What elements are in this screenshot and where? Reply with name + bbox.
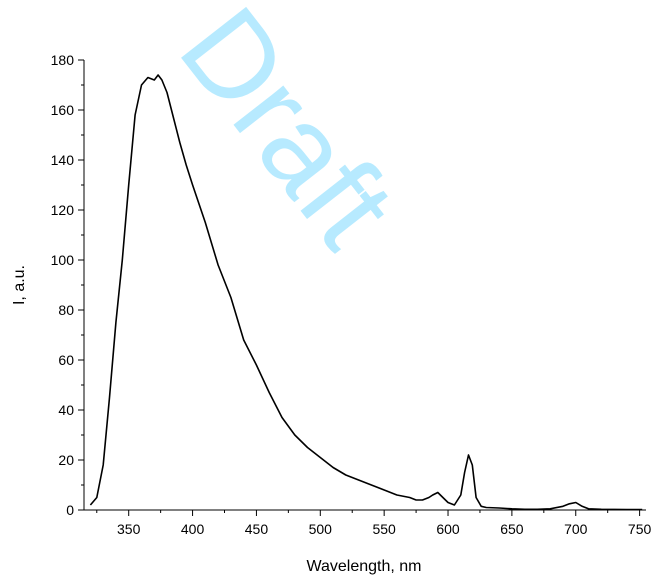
y-tick-label: 140	[51, 152, 75, 168]
y-tick-label: 80	[58, 302, 74, 318]
x-tick-label: 450	[245, 521, 269, 537]
x-tick-label: 500	[309, 521, 333, 537]
x-axis-ticks: 350 400 450 500 550 600 650 700 750	[96, 510, 652, 537]
y-tick-label: 160	[51, 102, 75, 118]
y-axis-ticks: 0 20 40 60 80 100 120 140 160 180	[51, 52, 84, 518]
y-tick-label: 60	[58, 352, 74, 368]
x-tick-label: 700	[564, 521, 588, 537]
y-tick-label: 120	[51, 202, 75, 218]
y-tick-label: 40	[58, 402, 74, 418]
y-tick-label: 180	[51, 52, 75, 68]
x-tick-label: 600	[436, 521, 460, 537]
x-tick-label: 750	[628, 521, 652, 537]
draft-watermark: Draft	[155, 0, 421, 271]
x-tick-label: 400	[181, 521, 205, 537]
series-line-0	[89, 74, 643, 511]
y-tick-label: 0	[66, 502, 74, 518]
x-tick-label: 550	[372, 521, 396, 537]
y-tick-label: 20	[58, 452, 74, 468]
x-axis-title: Wavelength, nm	[306, 558, 421, 575]
y-axis-title: I, a.u.	[11, 265, 28, 305]
x-tick-label: 650	[500, 521, 524, 537]
x-tick-label: 350	[117, 521, 141, 537]
y-tick-label: 100	[51, 252, 75, 268]
